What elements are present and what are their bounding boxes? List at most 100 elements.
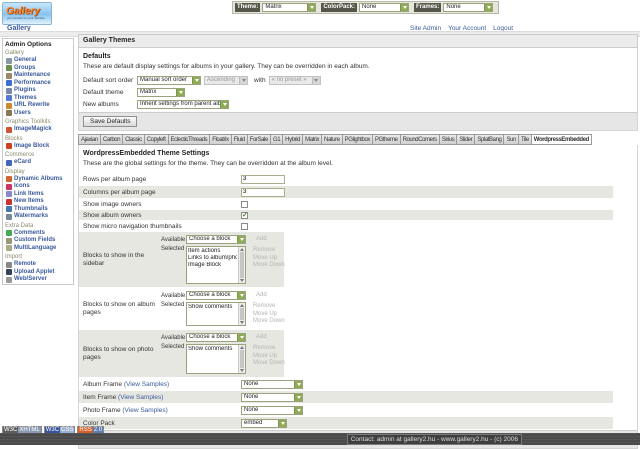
- photo-frame-select[interactable]: None: [241, 405, 303, 415]
- scroll-up-icon[interactable]: [240, 248, 244, 251]
- item-frame-view-samples-link[interactable]: (View Samples): [118, 393, 164, 401]
- sidebar-item-watermarks[interactable]: Watermarks: [6, 213, 73, 221]
- tab-nature[interactable]: Nature: [321, 134, 342, 145]
- tab-tile[interactable]: Tile: [517, 134, 531, 145]
- dropdown-arrow-icon: [294, 393, 302, 401]
- tab-pglightbox[interactable]: PGlightbox: [341, 134, 373, 145]
- listbox-option[interactable]: Show comments: [188, 304, 233, 310]
- tab-fluid[interactable]: Fluid: [230, 134, 247, 145]
- sidebar-item-general[interactable]: General: [6, 57, 73, 65]
- new-albums-select[interactable]: Inherit settings from parent album: [137, 99, 229, 109]
- blocks-to-show-on-photo-pages-selected-listbox[interactable]: Show comments: [186, 344, 246, 374]
- add-link: Add: [256, 333, 267, 340]
- tab-hybrid[interactable]: Hybrid: [282, 134, 303, 145]
- badge-right-label: 2.0: [92, 427, 104, 433]
- sidebar-item-ecard[interactable]: eCard: [6, 159, 73, 167]
- scroll-thumb[interactable]: [240, 252, 244, 278]
- listbox-option[interactable]: Image Block: [188, 262, 222, 268]
- default-theme-select[interactable]: Matrix: [137, 87, 185, 97]
- tab-copyleft[interactable]: Copyleft: [143, 134, 168, 145]
- sidebar-item-imagemagick[interactable]: ImageMagick: [6, 126, 73, 134]
- tab-carbon[interactable]: Carbon: [99, 134, 123, 145]
- tab-g1[interactable]: G1: [269, 134, 283, 145]
- sidebar-item-image-block[interactable]: Image Block: [6, 143, 73, 151]
- sidebar-item-label: Maintenance: [14, 72, 51, 78]
- url-rewrite-icon: [6, 102, 12, 109]
- tab-wordpressembedded[interactable]: WordpressEmbedded: [530, 134, 592, 145]
- tab-sirius[interactable]: Sirius: [438, 134, 457, 145]
- tab-slider[interactable]: Slider: [456, 134, 475, 145]
- tab-classic[interactable]: Classic: [122, 134, 144, 145]
- show-micro-navigation-checkbox[interactable]: [241, 222, 248, 230]
- default-sort-order-select[interactable]: Manual sort order: [137, 75, 201, 85]
- listbox-scrollbar[interactable]: [238, 247, 245, 283]
- scroll-up-icon[interactable]: [240, 304, 244, 307]
- sidebar-item-multilanguage[interactable]: MultiLanguage: [6, 245, 73, 253]
- scroll-down-icon[interactable]: [240, 321, 244, 324]
- sidebar-item-performance[interactable]: Performance: [6, 80, 73, 88]
- site-admin-link[interactable]: Site Admin: [410, 25, 442, 32]
- sidebar-item-new-items[interactable]: New Items: [6, 198, 73, 206]
- show-image-owners-checkbox[interactable]: [241, 200, 248, 208]
- scroll-down-icon[interactable]: [240, 369, 244, 372]
- listbox-option[interactable]: Show comments: [188, 346, 233, 352]
- sidebar-item-plugins[interactable]: Plugins: [6, 87, 73, 95]
- tab-eclecticthreads[interactable]: EclecticThreads: [167, 134, 210, 145]
- sidebar-item-maintenance[interactable]: Maintenance: [6, 72, 73, 80]
- sidebar-item-groups[interactable]: Groups: [6, 65, 73, 73]
- sidebar-item-themes[interactable]: Themes: [6, 95, 73, 103]
- sidebar-item-custom-fields[interactable]: Custom Fields: [6, 237, 73, 245]
- sidebar-item-icons[interactable]: Icons: [6, 183, 73, 191]
- sidebar-item-remote[interactable]: Remote: [6, 261, 73, 269]
- sidebar-item-upload-applet[interactable]: Upload Applet: [6, 269, 73, 277]
- tab-matrix[interactable]: Matrix: [302, 134, 322, 145]
- listbox-scrollbar[interactable]: [238, 345, 245, 373]
- sidebar-item-web-server[interactable]: Web/Server: [6, 276, 73, 284]
- breadcrumb[interactable]: Gallery: [7, 25, 31, 32]
- block-settings-rows: Blocks to show in the sidebar Available Ch…: [79, 232, 637, 377]
- listbox-option[interactable]: Item actions: [188, 248, 221, 254]
- blocks-to-show-on-photo-pages-available-select[interactable]: Choose a block: [186, 333, 246, 342]
- tab-floatrix[interactable]: Floatrix: [209, 134, 231, 145]
- theme-select[interactable]: Matrix: [262, 3, 317, 12]
- blocks-to-show-on-album-pages-selected-listbox[interactable]: Show comments: [186, 302, 246, 326]
- sidebar-item-thumbnails[interactable]: Thumbnails: [6, 206, 73, 214]
- scroll-thumb[interactable]: [240, 308, 244, 320]
- sidebar-item-comments[interactable]: Comments: [6, 230, 73, 238]
- tab-splatbang[interactable]: SplatBang: [474, 134, 504, 145]
- color-pack-row: Color Pack embed: [79, 417, 613, 429]
- scroll-down-icon[interactable]: [240, 279, 244, 282]
- blocks-to-show-in-the-sidebar-available-select[interactable]: Choose a block: [186, 235, 246, 244]
- your-account-link[interactable]: Your Account: [448, 25, 487, 32]
- tab-forsale[interactable]: ForSale: [246, 134, 270, 145]
- sidebar-item-dynamic-albums[interactable]: Dynamic Albums: [6, 176, 73, 184]
- scroll-thumb[interactable]: [240, 350, 244, 368]
- color-pack-select[interactable]: embed: [241, 418, 287, 428]
- move-down-link: Move Down: [253, 318, 285, 324]
- show-album-owners-checkbox[interactable]: [241, 211, 248, 219]
- sidebar-item-label: URL Rewrite: [14, 102, 50, 108]
- sidebar-item-users[interactable]: Users: [6, 110, 73, 118]
- photo-frame-view-samples-link[interactable]: (View Samples): [122, 406, 168, 414]
- tab-ajaxian[interactable]: Ajaxian: [78, 134, 100, 145]
- album-frame-select[interactable]: None: [241, 379, 303, 389]
- save-defaults-button[interactable]: Save Defaults: [83, 116, 138, 127]
- blocks-to-show-on-album-pages-available-select[interactable]: Choose a block: [186, 291, 246, 300]
- sidebar-item-link-items[interactable]: Link Items: [6, 191, 73, 199]
- logout-link[interactable]: Logout: [493, 25, 514, 32]
- tab-pgtheme[interactable]: PGtheme: [372, 134, 400, 145]
- rows-per-album-page-input[interactable]: [241, 174, 285, 184]
- frames-select[interactable]: None: [443, 3, 494, 12]
- gallery-logo[interactable]: Gallery your photos on your website: [2, 2, 52, 25]
- colorpack-select[interactable]: None: [359, 3, 410, 12]
- scroll-up-icon[interactable]: [240, 346, 244, 349]
- columns-per-album-page-input[interactable]: [241, 187, 285, 197]
- listbox-scrollbar[interactable]: [238, 303, 245, 325]
- tab-sun[interactable]: Sun: [503, 134, 518, 145]
- item-frame-select[interactable]: None: [241, 392, 303, 402]
- sidebar-item-url-rewrite[interactable]: URL Rewrite: [6, 102, 73, 110]
- album-frame-view-samples-link[interactable]: (View Samples): [123, 380, 170, 388]
- tab-roundcorners[interactable]: RoundCorners: [399, 134, 439, 145]
- listbox-option[interactable]: Links to album/photo peers: [188, 255, 237, 261]
